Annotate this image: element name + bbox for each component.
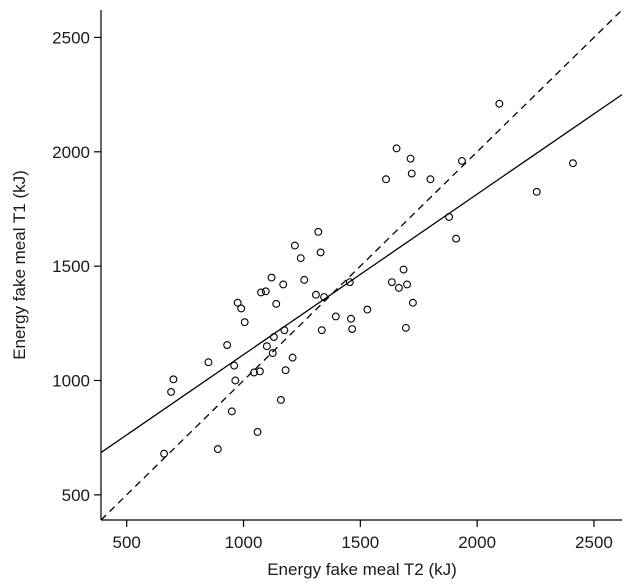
data-point [532,187,541,196]
x-tick-label: 2000 [458,533,496,552]
data-point [399,265,408,274]
data-point [568,159,577,168]
data-point [363,305,372,314]
data-point [280,326,289,335]
data-point [261,287,270,296]
data-point [268,349,277,357]
data-point [495,99,504,108]
data-point [230,361,239,370]
data-point [276,395,285,404]
data-point [267,273,276,282]
data-point [407,169,416,178]
data-point [204,358,213,367]
data-point [290,241,299,250]
y-tick-label: 1000 [52,371,90,390]
data-point [382,175,390,184]
x-tick-label: 1500 [341,533,379,552]
data-point [231,376,240,385]
y-tick-label: 2000 [52,143,90,162]
data-point [269,333,278,341]
data-points [160,99,577,458]
x-tick-label: 2500 [575,533,613,552]
data-point [253,428,262,436]
data-point [233,298,242,307]
x-tick-label: 500 [113,533,141,552]
data-point [317,326,326,335]
data-point [240,318,249,327]
data-point [314,227,323,236]
y-tick-label: 1500 [52,257,90,276]
x-axis-title: Energy fake meal T2 (kJ) [267,560,457,579]
data-point [296,254,305,263]
data-point [255,367,264,376]
data-point [160,449,169,458]
y-axis-title: Energy fake meal T1 (kJ) [10,170,29,360]
data-point [250,368,258,377]
x-tick-label: 1000 [225,533,263,552]
data-point [257,288,265,297]
y-tick-label: 500 [62,486,90,505]
data-point [426,175,435,184]
data-point [213,445,222,454]
data-point [320,293,329,301]
data-point [403,280,412,289]
data-point [408,298,417,307]
data-point [167,387,176,396]
data-point [394,283,403,292]
data-point [387,278,396,287]
data-point [406,154,415,163]
data-point [331,312,340,321]
data-point [288,353,297,362]
data-point [300,275,309,284]
data-point [458,156,466,165]
data-point [223,341,232,349]
data-point [316,248,325,257]
y-tick-label: 2500 [52,28,90,47]
ticks: 500 1000 1500 2000 2500 500 1000 1500 2000 2500 [52,28,613,552]
reference-lines [100,9,623,521]
data-point [169,375,178,384]
data-point [347,314,355,323]
regression-line [100,94,623,454]
data-point [401,323,410,332]
data-point [262,342,271,351]
data-point [345,278,354,287]
data-point [311,290,320,299]
data-point [392,144,401,153]
data-point [445,213,454,221]
data-point [281,366,290,375]
data-point [279,280,288,289]
data-point [272,299,281,308]
data-point [452,234,461,243]
data-point [348,325,357,333]
axes [100,10,622,521]
data-point [237,304,246,313]
data-point [227,407,236,416]
identity-line [100,9,623,521]
